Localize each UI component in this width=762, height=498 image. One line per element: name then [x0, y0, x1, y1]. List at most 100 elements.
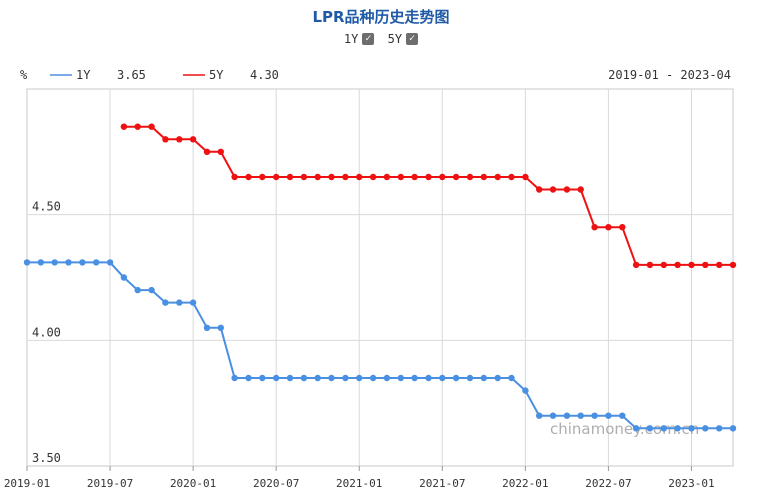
data-point-5y	[605, 224, 612, 231]
legend-value-1y: 3.65	[117, 68, 146, 82]
data-point-1y	[411, 374, 418, 382]
data-point-1y	[328, 374, 335, 382]
data-point-1y	[23, 259, 31, 266]
data-point-5y	[273, 173, 280, 181]
data-point-5y	[314, 173, 321, 181]
data-point-5y	[162, 136, 169, 143]
data-point-5y	[328, 173, 335, 181]
data-point-5y	[203, 148, 211, 155]
data-point-1y	[646, 425, 654, 432]
data-point-1y	[508, 374, 515, 382]
data-point-5y	[217, 148, 224, 155]
data-point-1y	[522, 387, 529, 394]
data-point-1y	[286, 374, 294, 382]
data-point-5y	[494, 173, 501, 181]
data-point-1y	[176, 299, 183, 306]
data-point-5y	[300, 173, 308, 181]
series-toggles: 1Y ✓ 5Y ✓	[0, 32, 762, 46]
data-point-1y	[93, 259, 100, 266]
data-point-5y	[134, 123, 141, 130]
series-line-1y	[27, 261, 733, 430]
data-point-5y	[660, 261, 667, 269]
data-point-5y	[508, 173, 515, 181]
data-point-5y	[577, 186, 584, 193]
data-point-1y	[203, 324, 211, 331]
data-point-5y	[342, 173, 349, 181]
data-point-1y	[632, 425, 640, 432]
data-point-5y	[549, 186, 557, 193]
x-tick-label: 2019-01	[4, 477, 50, 490]
data-point-5y	[522, 173, 529, 181]
data-point-1y	[273, 374, 280, 382]
x-tick-label: 2022-07	[585, 477, 631, 490]
data-point-1y	[120, 274, 128, 281]
checkbox-checked-icon[interactable]: ✓	[406, 33, 419, 45]
data-point-1y	[397, 374, 404, 382]
data-point-5y	[674, 261, 681, 269]
data-point-1y	[65, 259, 72, 266]
data-point-5y	[425, 173, 432, 181]
y-tick-label: 4.50	[32, 200, 61, 214]
data-point-5y	[356, 173, 363, 181]
data-point-1y	[660, 425, 667, 432]
y-tick-label: 4.00	[32, 325, 61, 339]
data-point-1y	[729, 425, 737, 432]
x-tick-label: 2020-07	[253, 477, 299, 490]
data-point-1y	[536, 412, 543, 419]
data-point-5y	[716, 261, 723, 269]
data-point-1y	[688, 425, 695, 432]
data-point-1y	[300, 374, 308, 382]
data-point-1y	[577, 412, 584, 419]
y-tick-label: 3.50	[32, 451, 61, 465]
data-point-5y	[591, 224, 598, 231]
data-point-1y	[369, 374, 377, 382]
data-point-1y	[425, 374, 432, 382]
data-point-1y	[356, 374, 363, 382]
data-point-5y	[536, 186, 543, 193]
data-point-5y	[411, 173, 418, 181]
chart-title: LPR品种历史走势图	[312, 8, 450, 26]
data-point-1y	[134, 286, 141, 294]
data-point-5y	[452, 173, 460, 181]
data-point-1y	[259, 374, 266, 382]
legend-label-1y: 1Y	[76, 68, 91, 82]
data-point-5y	[480, 173, 487, 181]
series-line-5y	[123, 125, 733, 266]
data-point-5y	[231, 173, 238, 181]
data-point-1y	[217, 324, 224, 331]
data-point-1y	[605, 412, 612, 419]
data-point-1y	[480, 374, 487, 382]
data-point-5y	[688, 261, 695, 269]
data-point-1y	[162, 299, 169, 306]
data-point-1y	[674, 425, 681, 432]
data-point-5y	[619, 224, 626, 231]
plot-border	[26, 88, 734, 467]
checkbox-checked-icon[interactable]: ✓	[362, 33, 375, 45]
data-point-5y	[245, 173, 252, 181]
data-point-1y	[189, 299, 197, 306]
data-point-5y	[563, 186, 571, 193]
legend-value-5y: 4.30	[250, 68, 279, 82]
x-tick-label: 2021-01	[336, 477, 382, 490]
data-point-1y	[79, 259, 86, 266]
data-point-5y	[369, 173, 377, 181]
data-point-5y	[397, 173, 404, 181]
data-point-5y	[176, 136, 183, 143]
toggle-1y-label: 1Y	[343, 32, 359, 46]
data-point-1y	[702, 425, 709, 432]
data-point-5y	[439, 173, 446, 181]
toggle-5y-label: 5Y	[387, 32, 403, 46]
data-point-1y	[619, 412, 626, 419]
x-tick-label: 2022-01	[502, 477, 548, 490]
data-point-1y	[245, 374, 252, 382]
toggle-1y[interactable]: 1Y ✓	[343, 32, 375, 46]
data-point-1y	[314, 374, 321, 382]
watermark: chinamoney.com.cn	[550, 420, 699, 438]
data-point-5y	[466, 173, 474, 181]
y-axis-unit: %	[20, 68, 28, 82]
data-point-1y	[466, 374, 474, 382]
data-point-1y	[231, 374, 238, 382]
toggle-5y[interactable]: 5Y ✓	[387, 32, 419, 46]
data-point-1y	[148, 286, 155, 294]
